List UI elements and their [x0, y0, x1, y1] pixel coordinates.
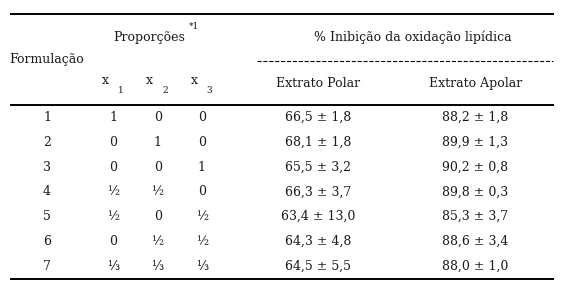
Text: 0: 0 [198, 185, 206, 198]
Text: 89,9 ± 1,3: 89,9 ± 1,3 [442, 136, 509, 149]
Text: 6: 6 [43, 235, 51, 248]
Text: % Inibição da oxidação lipídica: % Inibição da oxidação lipídica [315, 31, 512, 44]
Text: 0: 0 [198, 136, 206, 149]
Text: 89,8 ± 0,3: 89,8 ± 0,3 [442, 185, 509, 198]
Text: 66,5 ± 1,8: 66,5 ± 1,8 [285, 111, 351, 124]
Text: 64,3 ± 4,8: 64,3 ± 4,8 [285, 235, 351, 248]
Text: 0: 0 [109, 136, 117, 149]
Text: 2: 2 [43, 136, 51, 149]
Text: 85,3 ± 3,7: 85,3 ± 3,7 [442, 210, 509, 223]
Text: 0: 0 [153, 111, 162, 124]
Text: 1: 1 [118, 86, 124, 95]
Text: ⅓: ⅓ [107, 260, 120, 273]
Text: *1: *1 [188, 22, 199, 31]
Text: x: x [102, 74, 109, 87]
Text: 88,0 ± 1,0: 88,0 ± 1,0 [442, 260, 509, 273]
Text: 5: 5 [43, 210, 51, 223]
Text: ½: ½ [107, 210, 120, 223]
Text: ½: ½ [152, 185, 164, 198]
Text: 7: 7 [43, 260, 51, 273]
Text: 90,2 ± 0,8: 90,2 ± 0,8 [442, 161, 509, 174]
Text: 65,5 ± 3,2: 65,5 ± 3,2 [285, 161, 351, 174]
Text: ½: ½ [196, 210, 208, 223]
Text: 3: 3 [43, 161, 51, 174]
Text: x: x [146, 74, 153, 87]
Text: 0: 0 [153, 210, 162, 223]
Text: 63,4 ± 13,0: 63,4 ± 13,0 [281, 210, 355, 223]
Text: 1: 1 [109, 111, 117, 124]
Text: Proporções: Proporções [113, 31, 186, 44]
Text: 0: 0 [153, 161, 162, 174]
Text: 2: 2 [162, 86, 168, 95]
Text: x: x [191, 74, 197, 87]
Text: 68,1 ± 1,8: 68,1 ± 1,8 [285, 136, 351, 149]
Text: 88,6 ± 3,4: 88,6 ± 3,4 [442, 235, 509, 248]
Text: 1: 1 [198, 161, 206, 174]
Text: 0: 0 [109, 161, 117, 174]
Text: 66,3 ± 3,7: 66,3 ± 3,7 [285, 185, 351, 198]
Text: 0: 0 [109, 235, 117, 248]
Text: ⅓: ⅓ [196, 260, 208, 273]
Text: 3: 3 [206, 86, 212, 95]
Text: 0: 0 [198, 111, 206, 124]
Text: Formulação: Formulação [10, 53, 85, 66]
Text: Extrato Polar: Extrato Polar [276, 77, 360, 90]
Text: 4: 4 [43, 185, 51, 198]
Text: ½: ½ [152, 235, 164, 248]
Text: 1: 1 [153, 136, 162, 149]
Text: ½: ½ [196, 235, 208, 248]
Text: ⅓: ⅓ [152, 260, 164, 273]
Text: Extrato Apolar: Extrato Apolar [429, 77, 522, 90]
Text: 64,5 ± 5,5: 64,5 ± 5,5 [285, 260, 351, 273]
Text: 1: 1 [43, 111, 51, 124]
Text: ½: ½ [107, 185, 120, 198]
Text: 88,2 ± 1,8: 88,2 ± 1,8 [442, 111, 509, 124]
